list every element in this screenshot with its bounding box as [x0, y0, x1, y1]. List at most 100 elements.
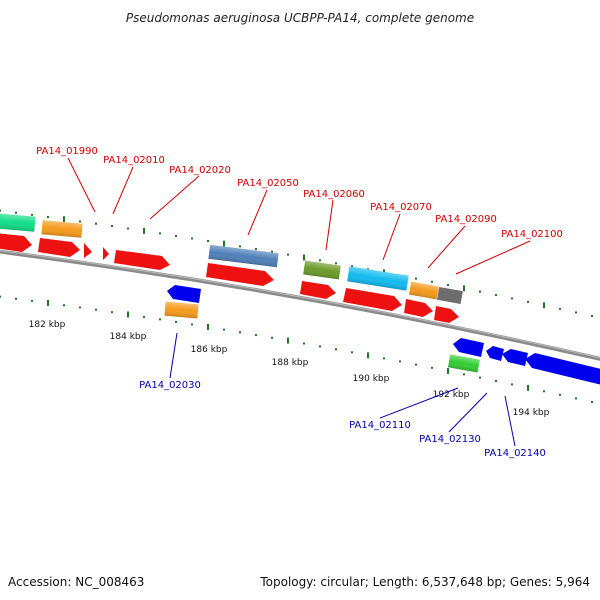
map-title: Pseudomonas aeruginosa UCBPP-PA14, compl… — [126, 11, 474, 25]
tick-mark — [431, 280, 433, 283]
cds-arrow — [206, 263, 274, 286]
tick-mark — [351, 265, 353, 268]
tick-mark — [271, 250, 273, 253]
gene-features — [0, 213, 600, 385]
cds-arrow — [38, 238, 80, 257]
tick-mark — [175, 320, 177, 323]
cds-arrow — [434, 306, 459, 323]
gene-label-pa14-02010: PA14_02010 — [103, 155, 165, 166]
tick-mark — [0, 209, 1, 212]
tick-mark — [239, 245, 241, 248]
tick-mark — [383, 357, 385, 360]
tick-mark — [447, 368, 449, 375]
tick-mark — [31, 299, 33, 302]
gene-label-pa14-01990: PA14_01990 — [36, 146, 98, 157]
tick-mark — [303, 254, 305, 261]
tick-mark — [335, 262, 337, 265]
tick-mark — [79, 220, 81, 223]
cds-arrow — [114, 250, 170, 270]
feature-gray — [436, 287, 463, 304]
tick-mark — [415, 277, 417, 280]
tick-mark — [447, 284, 449, 287]
tick-mark — [207, 324, 209, 331]
tick-mark — [319, 259, 321, 262]
kbp-tick-labels: 182 kbp 184 kbp 186 kbp 188 kbp 190 kbp … — [29, 320, 550, 418]
tick-mark — [31, 213, 33, 216]
gene-label-pa14-02140: PA14_02140 — [484, 448, 546, 459]
gene-label-pa14-02070: PA14_02070 — [370, 202, 432, 213]
tick-mark — [127, 227, 129, 230]
forward-label-leaders — [67, 157, 531, 275]
reverse-cds-arrow — [525, 353, 600, 385]
tick-mark — [431, 366, 433, 369]
gene-label-pa14-02110: PA14_02110 — [349, 420, 411, 431]
gene-label-pa14-02060: PA14_02060 — [303, 189, 365, 200]
tick-mark — [591, 315, 593, 318]
reverse-cds-arrow — [486, 346, 504, 361]
cds-arrow — [84, 243, 92, 258]
tick-mark — [511, 297, 513, 300]
cds-arrow — [0, 233, 32, 252]
tick-mark — [479, 290, 481, 293]
tick-mark — [15, 297, 17, 300]
tick-mark — [303, 342, 305, 345]
tick-mark — [0, 295, 1, 298]
tick-mark — [335, 348, 337, 351]
tick-mark — [207, 240, 209, 243]
tick-mark — [143, 227, 145, 234]
tick-mark — [287, 253, 289, 256]
tick-mark — [511, 383, 513, 386]
tick-mark — [575, 397, 577, 400]
cds-arrow — [343, 288, 402, 311]
gene-label-pa14-02030: PA14_02030 — [139, 380, 201, 391]
tick-mark — [399, 360, 401, 363]
tick-mark — [175, 234, 177, 237]
accession-text: Accession: NC_008463 — [8, 575, 144, 589]
tick-mark — [543, 390, 545, 393]
cds-arrow — [404, 299, 433, 317]
tick-label-190: 190 kbp — [353, 374, 390, 384]
cds-arrow — [103, 247, 109, 260]
tick-label-186: 186 kbp — [191, 345, 228, 355]
tick-mark — [223, 240, 225, 247]
tick-mark — [319, 345, 321, 348]
forward-gene-labels: PA14_01990 PA14_02010 PA14_02020 PA14_02… — [36, 146, 563, 240]
reverse-label-leaders — [169, 332, 516, 447]
tick-label-188: 188 kbp — [272, 358, 309, 368]
tick-mark — [415, 363, 417, 366]
tick-mark — [527, 384, 529, 391]
tick-mark — [367, 352, 369, 359]
tick-mark — [63, 304, 65, 307]
gene-label-pa14-02100: PA14_02100 — [501, 229, 563, 240]
gene-label-pa14-02090: PA14_02090 — [435, 214, 497, 225]
tick-mark — [159, 232, 161, 235]
tick-mark — [255, 334, 257, 337]
tick-mark — [559, 393, 561, 396]
tick-mark — [367, 268, 369, 271]
tick-mark — [495, 293, 497, 296]
tick-mark — [191, 237, 193, 240]
kbp-tick-marks — [0, 209, 593, 404]
reverse-cds-arrow — [167, 285, 201, 303]
tick-mark — [223, 328, 225, 331]
tick-mark — [47, 300, 49, 307]
topology-text: Topology: circular; Length: 6,537,648 bp… — [259, 575, 590, 589]
tick-mark — [95, 222, 97, 225]
tick-mark — [15, 211, 17, 214]
tick-label-194: 194 kbp — [513, 408, 550, 418]
tick-mark — [575, 311, 577, 314]
tick-mark — [255, 248, 257, 251]
tick-mark — [127, 311, 129, 318]
tick-mark — [95, 308, 97, 311]
gene-label-pa14-02130: PA14_02130 — [419, 434, 481, 445]
genome-backbone — [0, 249, 600, 361]
tick-mark — [111, 225, 113, 228]
tick-label-192: 192 kbp — [433, 390, 470, 400]
reverse-cds-arrow — [453, 338, 484, 357]
tick-mark — [159, 318, 161, 321]
tick-mark — [271, 336, 273, 339]
tick-mark — [479, 376, 481, 379]
reverse-gene-labels: PA14_02030 PA14_02110 PA14_02130 PA14_02… — [139, 380, 546, 459]
cds-arrow — [300, 281, 336, 299]
